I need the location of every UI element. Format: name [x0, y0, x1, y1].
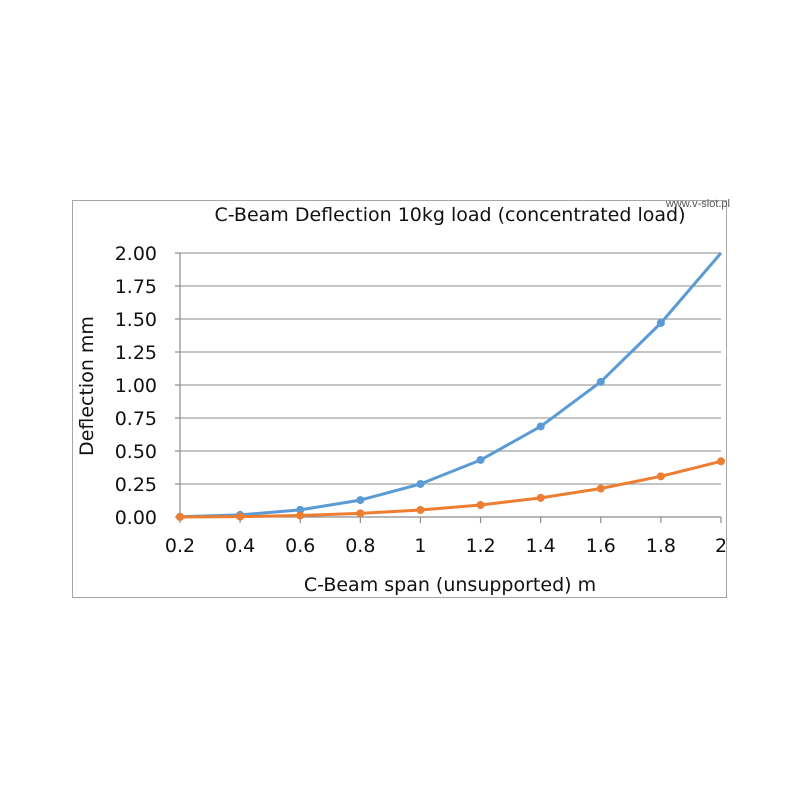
data-point — [296, 511, 305, 520]
data-point — [476, 455, 485, 464]
data-point — [717, 457, 725, 466]
y-tick-label: 0.25 — [115, 474, 157, 496]
data-point — [296, 505, 305, 514]
x-tick-label: 0.4 — [225, 535, 255, 557]
data-point — [536, 422, 545, 431]
data-point — [596, 484, 605, 493]
chart-frame — [72, 200, 727, 598]
data-point — [356, 509, 365, 518]
x-tick-label: 0.6 — [285, 535, 315, 557]
x-tick-labels: 0.2 0.4 0.6 0.8 1 1.2 1.4 1.6 1.8 2 — [165, 535, 727, 557]
y-tick-label: 0.75 — [115, 408, 157, 430]
y-tick-labels: 0.00 0.25 0.50 0.75 1.00 1.25 1.50 1.75 2.00 — [115, 243, 157, 529]
data-point — [236, 512, 245, 521]
x-tick-label: 1.8 — [646, 535, 676, 557]
x-tick-label: 1.2 — [465, 535, 495, 557]
data-point — [656, 472, 665, 481]
y-tick-label: 1.00 — [115, 375, 157, 397]
y-tick-label: 2.00 — [115, 243, 157, 265]
y-tick-label: 1.50 — [115, 309, 157, 331]
chart-title: C-Beam Deflection 10kg load (concentrate… — [214, 204, 685, 226]
data-point — [416, 480, 425, 488]
y-tick-label: 0.00 — [115, 507, 157, 529]
y-axis-title: Deflection mm — [76, 316, 98, 456]
gridlines — [180, 252, 721, 485]
x-axis-title: C-Beam span (unsupported) m — [304, 574, 596, 596]
data-point — [656, 318, 665, 327]
data-point — [356, 496, 365, 505]
data-point — [596, 377, 605, 386]
series-line — [179, 459, 722, 519]
series-1 — [176, 252, 723, 521]
y-tick-label: 0.50 — [115, 441, 157, 463]
x-tick-label: 1 — [414, 535, 426, 557]
series-2 — [176, 457, 725, 521]
series — [176, 252, 725, 521]
x-tick-label: 0.8 — [345, 535, 375, 557]
x-tick-label: 2 — [715, 535, 727, 557]
x-tick-label: 1.6 — [586, 535, 616, 557]
x-tick-label: 1.4 — [526, 535, 556, 557]
data-point — [416, 506, 425, 515]
x-tick-label: 0.2 — [165, 535, 195, 557]
y-tick-label: 1.75 — [115, 276, 157, 298]
data-point — [536, 493, 545, 502]
data-point — [176, 512, 184, 521]
series-line — [179, 252, 723, 519]
watermark: www.v-slot.pl — [665, 198, 730, 210]
y-tick-label: 1.25 — [115, 342, 157, 364]
data-point — [476, 500, 485, 509]
